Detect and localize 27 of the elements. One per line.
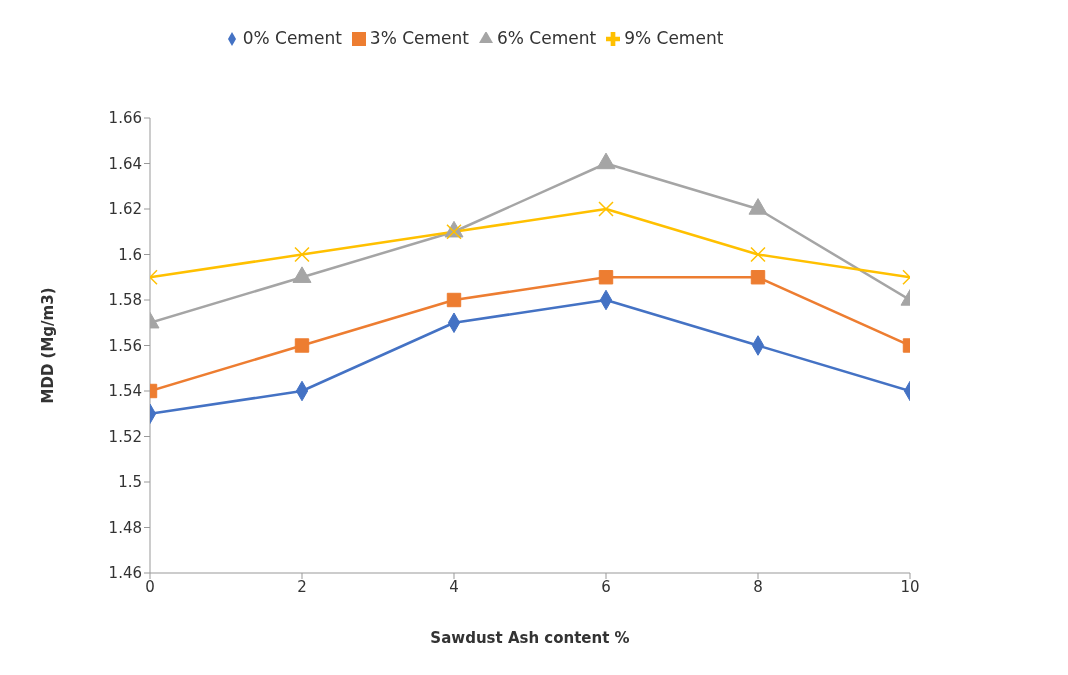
point: [598, 270, 614, 285]
legend-label: 9% Cement: [624, 28, 724, 48]
legend-label: 6% Cement: [497, 28, 597, 48]
legend-label: 0% Cement: [242, 28, 342, 48]
y-tick-label: 1.62: [108, 200, 142, 219]
point: [446, 292, 462, 308]
y-tick-label: 1.48: [108, 518, 142, 537]
y-tick-label: 1.6: [118, 245, 142, 264]
x-tick-label: 0: [145, 577, 155, 596]
x-tick-label: 2: [297, 577, 307, 596]
x-tick-label: 10: [900, 577, 920, 596]
y-tick-label: 1.46: [108, 564, 142, 583]
y-tick-label: 1.52: [108, 427, 142, 446]
x-axis-title: Sawdust Ash content %: [430, 629, 630, 647]
x-tick-label: 6: [601, 577, 611, 596]
y-axis-title: MDD (Mg/m3): [39, 287, 58, 404]
y-tick-label: 1.5: [118, 473, 142, 492]
x-tick-label: 8: [753, 577, 763, 596]
y-tick-label: 1.64: [108, 154, 142, 173]
point: [598, 201, 614, 217]
y-tick-label: 1.66: [108, 109, 142, 128]
x-tick-label: 4: [449, 577, 459, 596]
legend-label: 3% Cement: [369, 28, 469, 48]
y-tick-label: 1.56: [108, 336, 142, 355]
point: [446, 224, 462, 240]
y-tick-label: 1.58: [108, 291, 142, 310]
y-tick-label: 1.54: [108, 382, 142, 401]
